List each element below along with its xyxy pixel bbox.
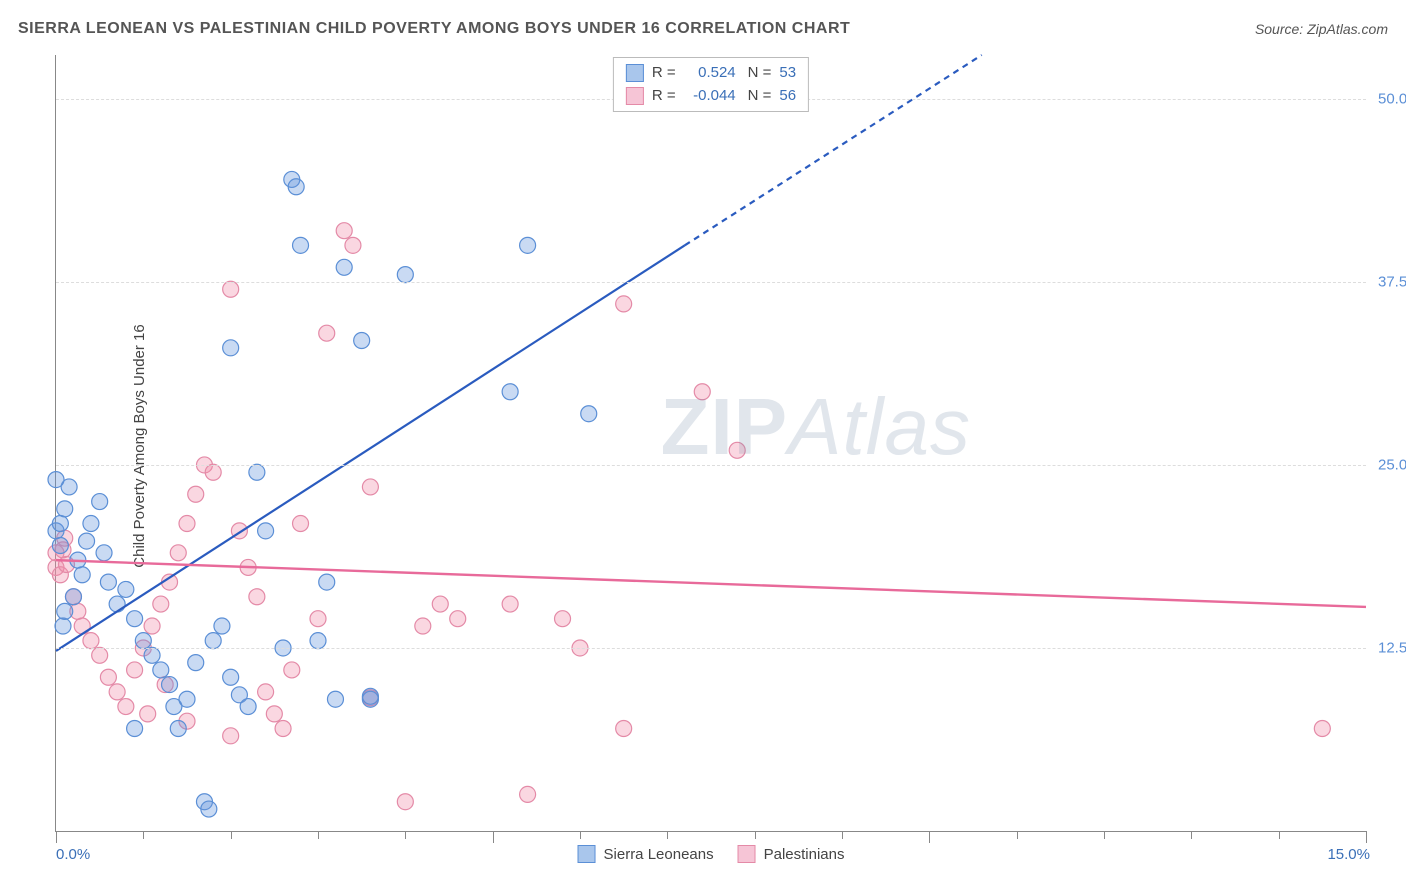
x-tick-label-max: 15.0%	[1327, 846, 1370, 863]
x-tick	[231, 831, 232, 839]
scatter-svg	[56, 55, 1366, 831]
swatch-palestinian-icon	[738, 845, 756, 863]
title-bar: SIERRA LEONEAN VS PALESTINIAN CHILD POVE…	[18, 20, 1388, 38]
y-tick-label: 25.0%	[1370, 456, 1406, 473]
series-legend: Sierra Leoneans Palestinians	[578, 845, 845, 863]
x-tick	[318, 831, 319, 839]
x-tick	[1017, 831, 1018, 839]
n-value-sierra: 53	[779, 62, 796, 85]
source-label: Source: ZipAtlas.com	[1255, 21, 1388, 37]
legend-label-sierra: Sierra Leoneans	[604, 846, 714, 863]
y-tick-label: 50.0%	[1370, 90, 1406, 107]
correlation-legend: R = 0.524 N = 53 R = -0.044 N = 56	[613, 57, 809, 112]
source-name: ZipAtlas.com	[1307, 21, 1388, 37]
legend-item-palestinian: Palestinians	[738, 845, 845, 863]
x-tick	[1366, 831, 1367, 843]
source-prefix: Source:	[1255, 21, 1307, 37]
swatch-palestinian-icon	[626, 87, 644, 105]
x-tick	[842, 831, 843, 839]
y-tick-label: 12.5%	[1370, 639, 1406, 656]
r-label: R =	[652, 85, 676, 108]
legend-item-sierra: Sierra Leoneans	[578, 845, 714, 863]
swatch-sierra-icon	[626, 64, 644, 82]
x-tick	[493, 831, 494, 843]
x-tick	[755, 831, 756, 839]
x-tick	[143, 831, 144, 839]
x-tick	[1104, 831, 1105, 839]
r-label: R =	[652, 62, 676, 85]
x-tick	[405, 831, 406, 839]
r-value-sierra: 0.524	[684, 62, 736, 85]
x-tick	[1191, 831, 1192, 839]
chart-title: SIERRA LEONEAN VS PALESTINIAN CHILD POVE…	[18, 20, 850, 38]
n-label: N =	[748, 62, 772, 85]
legend-label-palestinian: Palestinians	[764, 846, 845, 863]
n-label: N =	[748, 85, 772, 108]
x-tick-label-min: 0.0%	[56, 846, 90, 863]
plot-area: ZIPAtlas R = 0.524 N = 53 R = -0.044 N =…	[55, 55, 1366, 832]
x-tick	[929, 831, 930, 843]
x-tick	[1279, 831, 1280, 839]
x-tick	[56, 831, 57, 843]
r-value-palestinian: -0.044	[684, 85, 736, 108]
y-tick-label: 37.5%	[1370, 273, 1406, 290]
swatch-sierra-icon	[578, 845, 596, 863]
gridline-h	[56, 282, 1366, 283]
n-value-palestinian: 56	[779, 85, 796, 108]
x-tick	[580, 831, 581, 839]
gridline-h	[56, 465, 1366, 466]
correlation-row-palestinian: R = -0.044 N = 56	[626, 85, 796, 108]
gridline-h	[56, 648, 1366, 649]
correlation-row-sierra: R = 0.524 N = 53	[626, 62, 796, 85]
x-tick	[667, 831, 668, 839]
